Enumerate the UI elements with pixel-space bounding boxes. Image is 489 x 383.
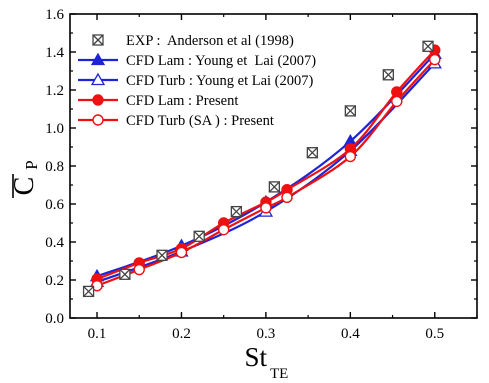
marker-circle [92,94,104,106]
x-tick-label: 0.1 [88,326,107,342]
series-group [82,40,442,298]
series-2 [89,56,442,288]
series-4 [91,53,441,292]
data-point [230,205,242,218]
marker-diag-2 [119,268,131,280]
legend-marker [90,52,106,66]
data-point [82,285,95,298]
x-axis-label-sub: TE [270,366,288,382]
legend-label: CFD Turb (SA ) : Present [126,113,274,129]
legend-marker [92,94,104,106]
legend-item: CFD Turb (SA ) : Present [78,113,274,129]
data-point [429,53,441,66]
ticks-group: 0.1 0.2 0.3 0.4 0.5 0.0 0.2 0.4 0.6 0.8 1.0 1.2 1.4 1… [45,7,478,342]
legend-label: CFD Lam : Present [126,93,238,109]
marker-circle [91,280,103,292]
marker-circle [344,150,357,163]
marker-diag-2 [230,206,242,218]
marker-circle [391,86,403,98]
x-tick-label: 0.4 [341,326,360,342]
marker-diag-2 [268,181,280,193]
y-tick-label: 0.4 [45,235,64,251]
marker-circle [175,246,188,259]
data-point [306,147,318,159]
data-point [391,95,403,108]
marker-circle [92,114,104,126]
legend: EXP : Anderson et al (1998) CFD Lam : You… [78,33,316,129]
marker-triangle [90,52,106,66]
marker-diag-2 [382,69,394,81]
marker-diag-2 [422,40,434,52]
data-point [382,69,394,81]
legend-label: EXP : Anderson et al (1998) [126,33,294,49]
x-tick-label: 0.5 [425,326,444,342]
marker-circle [133,263,145,276]
data-point [260,202,272,214]
data-point [344,150,357,163]
legend-marker [92,114,104,126]
y-axis-label-main: C [9,177,40,196]
y-tick-label: 1.2 [45,83,64,99]
legend-item: CFD Lam : Present [78,93,238,109]
series-0 [82,40,434,298]
legend-marker [90,72,106,86]
marker-circle [217,223,230,236]
data-point [119,268,131,280]
data-point [422,40,434,52]
data-point [91,280,103,292]
legend-item: CFD Turb : Young et Lai (2007) [78,72,313,89]
legend-label: CFD Turb : Young et Lai (2007) [126,73,313,89]
y-axis-label-sub: P [22,160,41,169]
data-point [133,263,145,276]
marker-diag-2 [92,34,104,46]
marker-diag-2 [306,147,318,159]
data-point [268,181,280,193]
x-tick-label: 0.3 [257,326,276,342]
marker-circle [260,202,272,214]
x-tick-label: 0.2 [172,326,191,342]
y-tick-label: 1.4 [45,45,64,61]
y-tick-label: 0.6 [45,197,64,213]
y-tick-label: 1.0 [45,121,64,137]
data-point [217,223,230,236]
data-point [391,86,403,98]
x-axis-label-main: St [244,342,267,372]
legend-marker [92,34,104,46]
marker-diag-2 [344,105,356,117]
y-tick-label: 0.0 [45,311,64,327]
y-tick-label: 0.8 [45,159,64,175]
marker-diag-2 [156,249,168,261]
data-point [344,105,356,117]
data-point [281,191,293,204]
marker-triangle [90,72,106,86]
y-tick-label: 1.6 [45,7,64,23]
legend-item: CFD Lam : Young et Lai (2007) [78,52,316,69]
marker-diag-2 [193,230,205,242]
y-tick-label: 0.2 [45,273,64,289]
data-point [156,249,168,261]
data-point [175,246,188,259]
marker-circle [391,95,403,108]
marker-circle [429,53,441,66]
marker-circle [281,191,293,204]
legend-label: CFD Lam : Young et Lai (2007) [126,53,316,69]
data-point [193,230,205,242]
legend-item: EXP : Anderson et al (1998) [92,33,294,49]
marker-diag-2 [83,285,95,297]
